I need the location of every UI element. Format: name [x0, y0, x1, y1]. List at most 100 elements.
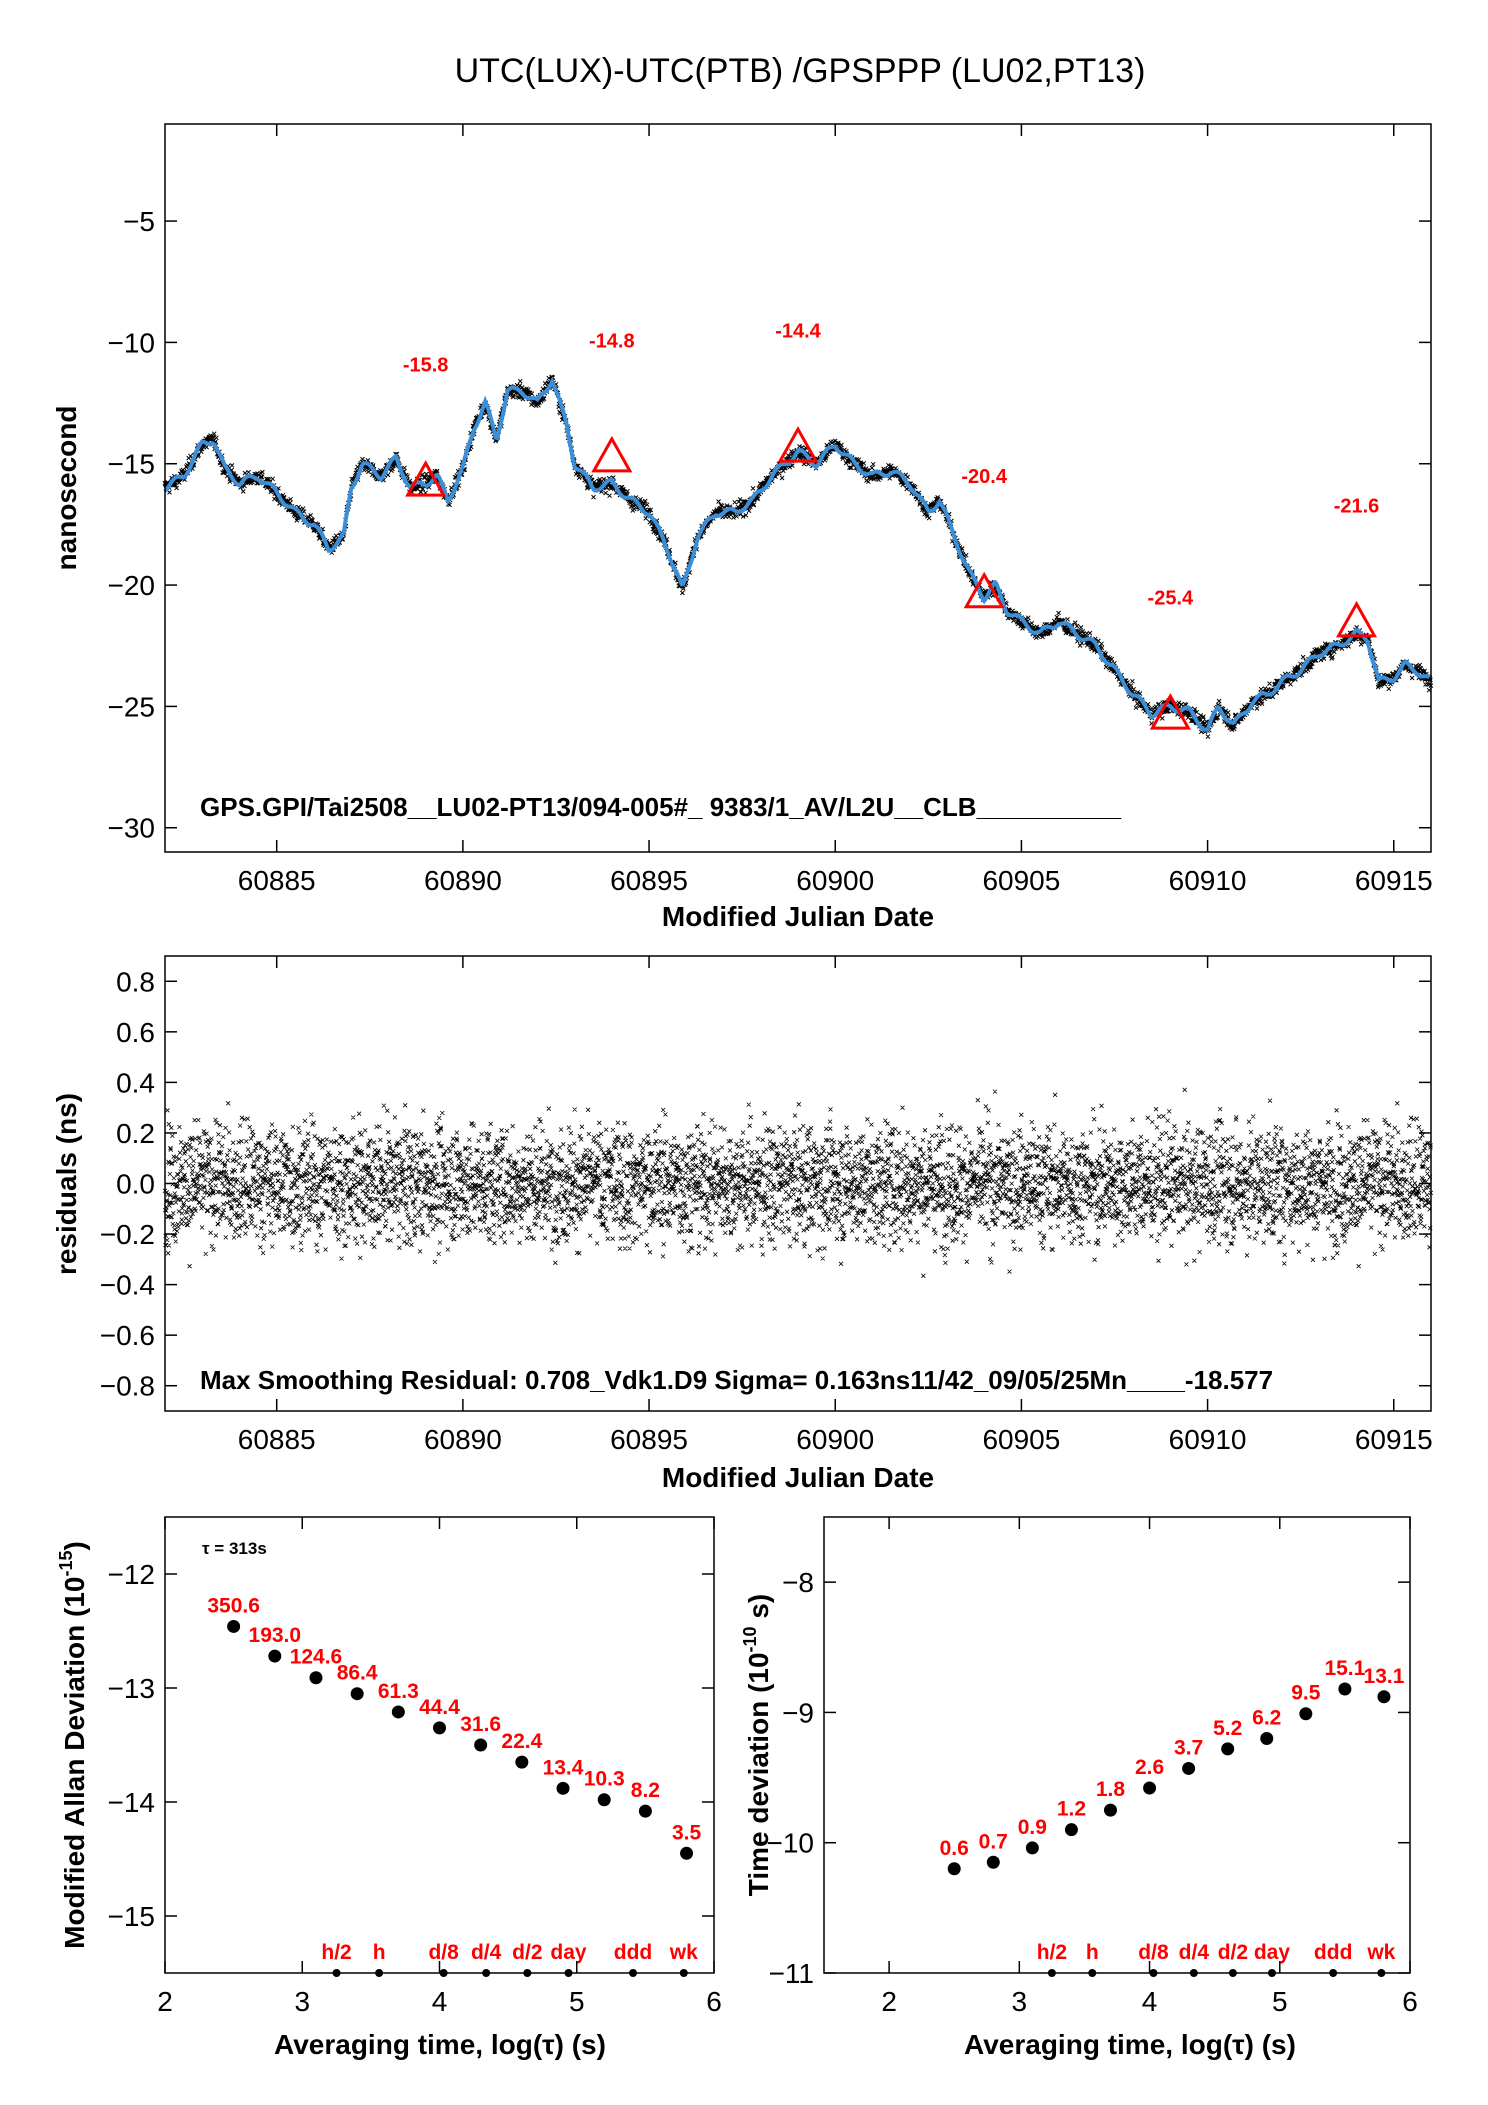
allan-deviation-xtick-label: 3: [294, 1986, 310, 2017]
allan-deviation-point-label: 350.6: [207, 1594, 260, 1617]
time-deviation-interval-label: ddd: [1314, 1941, 1352, 1964]
residuals-ytick-label: 0.2: [116, 1118, 155, 1149]
allan-deviation-point-label: 193.0: [249, 1624, 302, 1647]
time-deviation-point-label: 2.6: [1135, 1756, 1164, 1779]
time-deviation-point-label: 0.9: [1018, 1816, 1047, 1839]
time-deviation-ytick-label: −9: [782, 1697, 814, 1728]
time-deviation-interval-label: d/2: [1218, 1941, 1248, 1964]
time-deviation-point-label: 1.2: [1057, 1798, 1086, 1821]
time-deviation-xlabel: Averaging time, log(τ) (s): [964, 2029, 1296, 2060]
calibration-marker-label: -20.4: [961, 466, 1007, 488]
calibration-marker: [591, 435, 633, 473]
allan-deviation-point: [556, 1781, 570, 1795]
time-difference-xlabel: Modified Julian Date: [662, 901, 934, 932]
allan-deviation-point-label: 13.4: [543, 1756, 584, 1779]
tau-note: τ = 313s: [202, 1539, 267, 1558]
time-deviation-ytick-label: −8: [782, 1567, 814, 1598]
calibration-marker: [1335, 600, 1378, 638]
allan-deviation-point: [350, 1687, 364, 1701]
time-deviation-panel: 0.6 0.7 0.9 1.2 1.8 2.6 3.7 5.2 6.2 9.515.113.1 h/…: [740, 1516, 1418, 2060]
time-difference-ytick-label: −10: [108, 327, 156, 358]
allan-ylabel-main: Modified Allan Deviation (10: [59, 1577, 90, 1949]
allan-deviation-point: [597, 1793, 611, 1807]
residuals-ytick-label: 0.8: [116, 966, 155, 997]
allan-deviation-interval-label: d/8: [428, 1941, 459, 1964]
calibration-marker-label: -14.8: [589, 330, 635, 352]
tdev-ylabel-main: Time deviation (10: [743, 1652, 774, 1896]
time-difference-ytick-label: −5: [123, 206, 155, 237]
time-deviation-point: [986, 1855, 1000, 1869]
allan-deviation-frame: [164, 1516, 715, 1974]
time-difference-ytick-label: −25: [108, 691, 156, 722]
allan-deviation-ytick-label: −14: [108, 1787, 156, 1818]
residuals-ytick-label: 0.6: [116, 1017, 155, 1048]
residuals-ytick-label: −0.6: [100, 1320, 155, 1351]
time-deviation-point: [1143, 1781, 1157, 1795]
time-difference-ytick-label: −20: [108, 570, 156, 601]
time-difference-panel: -15.8 -14.8 -14.4 -20.4 -25.4 -21.6 60885 6089…: [51, 123, 1434, 932]
time-deviation-point: [1103, 1803, 1117, 1817]
time-difference-ytick-label: −15: [108, 449, 156, 480]
residuals-ylabel: residuals (ns): [51, 1093, 82, 1275]
residuals-xtick-label: 60915: [1355, 1424, 1433, 1455]
allan-deviation-point: [391, 1705, 405, 1719]
calibration-marker: [405, 460, 447, 497]
allan-deviation-point: [680, 1846, 694, 1860]
time-deviation-axes: 2 3 4 5 6 −8 −9 −10 −11: [767, 1517, 1418, 2017]
time-difference-frame: [164, 123, 1432, 853]
allan-deviation-ylabel: Modified Allan Deviation (10-15): [56, 1541, 90, 1949]
calibration-marker: [1149, 693, 1191, 730]
allan-deviation-xtick-label: 5: [569, 1986, 585, 2017]
tdev-ylabel-end: s): [743, 1594, 774, 1627]
residuals-axes: 60885 60890 60895 60900 60905 60910 60915 0.8 0.…: [100, 956, 1433, 1455]
time-deviation-point: [1338, 1682, 1352, 1696]
allan-ylabel-exp: -15: [56, 1550, 76, 1576]
time-deviation-point: [947, 1862, 961, 1876]
allan-deviation-point-label: 44.4: [419, 1696, 460, 1719]
time-deviation-interval-label: d/8: [1138, 1941, 1169, 1964]
calibration-marker-label: -14.4: [775, 321, 821, 343]
residuals-ytick-label: −0.4: [100, 1270, 155, 1301]
tdev-ylabel-exp: -10: [740, 1626, 760, 1652]
time-difference-ylabel: nanosecond: [51, 406, 82, 571]
allan-deviation-point-label: 22.4: [501, 1730, 542, 1753]
time-deviation-point: [1221, 1742, 1235, 1756]
residuals-ytick-label: 0.0: [116, 1169, 155, 1200]
smoothed-series-line: [163, 376, 1431, 732]
allan-deviation-point: [638, 1804, 652, 1818]
time-deviation-point: [1182, 1761, 1196, 1775]
allan-deviation-interval-label: h: [373, 1941, 386, 1964]
time-difference-xtick-label: 60885: [238, 865, 316, 896]
time-deviation-interval-label: h: [1086, 1941, 1099, 1964]
time-difference-axes: 60885 60890 60895 60900 60905 60910 60915 −5 −10…: [108, 124, 1433, 896]
residuals-xlabel: Modified Julian Date: [662, 1462, 934, 1493]
allan-deviation-interval-label: day: [550, 1941, 587, 1964]
residuals-frame: [164, 955, 1432, 1412]
time-deviation-interval-label: day: [1254, 1941, 1291, 1964]
allan-deviation-ytick-label: −12: [108, 1559, 156, 1590]
residuals-xtick-label: 60895: [610, 1424, 688, 1455]
residuals-panel: 60885 60890 60895 60900 60905 60910 60915 0.8 0.…: [51, 955, 1434, 1493]
calibration-marker-label: -15.8: [403, 355, 449, 377]
allan-deviation-point-label: 8.2: [631, 1779, 660, 1802]
allan-ylabel-end: ): [59, 1541, 90, 1550]
time-deviation-xtick-label: 5: [1272, 1986, 1288, 2017]
time-deviation-interval-label: d/4: [1179, 1941, 1210, 1964]
time-difference-xtick-label: 60890: [424, 865, 502, 896]
allan-deviation-xtick-label: 4: [432, 1986, 448, 2017]
allan-deviation-xtick-label: 6: [706, 1986, 722, 2017]
residuals-series: [162, 1087, 1434, 1279]
allan-deviation-point: [474, 1738, 488, 1752]
allan-deviation-interval-label: d/2: [512, 1941, 542, 1964]
residuals-xtick-label: 60910: [1169, 1424, 1247, 1455]
residuals-ytick-label: −0.8: [100, 1371, 155, 1402]
calibration-marker-label: -21.6: [1334, 495, 1380, 517]
time-deviation-point: [1260, 1731, 1274, 1745]
allan-deviation-point: [515, 1755, 529, 1769]
allan-deviation-axes: 2 3 4 5 6 −12 −13 −14 −15: [108, 1517, 722, 2017]
residuals-ytick-label: 0.4: [116, 1067, 155, 1098]
calibration-marker-label: -25.4: [1148, 587, 1194, 609]
time-difference-xtick-label: 60895: [610, 865, 688, 896]
